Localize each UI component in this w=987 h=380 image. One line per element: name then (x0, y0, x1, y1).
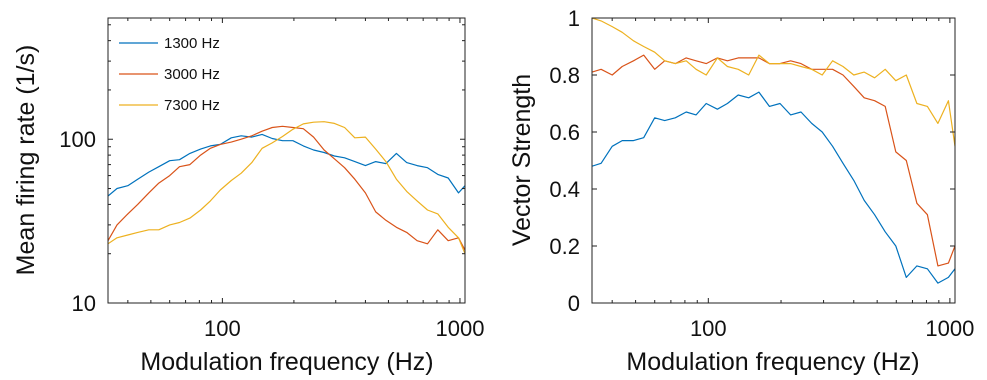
legend: 1300 Hz 3000 Hz 7300 Hz (119, 35, 220, 114)
series-line-3000hz (592, 54, 955, 267)
y-tick-label: 0 (568, 291, 580, 316)
legend-label: 1300 Hz (164, 35, 220, 52)
vector-strength-x-axis-label: Modulation frequency (Hz) (626, 348, 919, 376)
y-tick-label: 0.2 (549, 234, 580, 259)
y-tick-label: 100 (59, 127, 96, 152)
firing-rate-plot-frame (107, 17, 466, 304)
vector-strength-ticks: 100 1000 0 0.2 0.4 0.6 0.8 1 (549, 6, 974, 341)
y-tick-label: 0.8 (549, 63, 580, 88)
series-line-7300hz (108, 121, 465, 254)
series-line-3000hz (108, 125, 465, 251)
firing-rate-panel: 100 1000 10 100 1300 Hz 3000 Hz 7300 Hz Modul… (12, 17, 484, 376)
firing-rate-x-axis-label: Modulation frequency (Hz) (140, 348, 433, 376)
vector-strength-panel: 100 1000 0 0.2 0.4 0.6 0.8 1 Modulation frequen… (508, 6, 974, 376)
firing-rate-ticks: 100 1000 10 100 (59, 18, 484, 341)
x-tick-label: 100 (204, 316, 241, 341)
vector-strength-y-axis-label: Vector Strength (508, 74, 536, 246)
firing-rate-lines (108, 121, 465, 254)
y-tick-label: 0.6 (549, 120, 580, 145)
legend-label: 3000 Hz (164, 66, 220, 83)
y-tick-label: 10 (72, 291, 96, 316)
y-tick-label: 0.4 (549, 177, 580, 202)
firing-rate-y-axis-label: Mean firing rate (1/s) (12, 45, 40, 276)
x-tick-label: 100 (690, 316, 727, 341)
x-tick-label: 1000 (435, 316, 484, 341)
x-tick-label: 1000 (925, 316, 974, 341)
vector-strength-plot-frame (591, 17, 956, 304)
series-line-7300hz (592, 18, 955, 147)
legend-label: 7300 Hz (164, 97, 220, 114)
vector-strength-lines (592, 18, 955, 284)
series-line-1300hz (592, 91, 955, 284)
y-tick-label: 1 (568, 6, 580, 31)
series-line-1300hz (108, 133, 465, 197)
